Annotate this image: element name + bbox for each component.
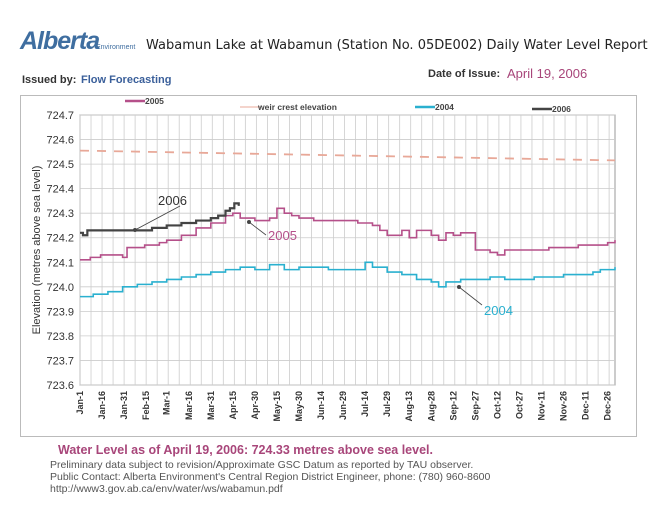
date-of-issue-label: Date of Issue: (428, 68, 501, 80)
y-tick-label: 723.8 (46, 331, 74, 343)
y-tick-label: 724.3 (46, 208, 74, 220)
x-tick-label: Jul-29 (382, 391, 392, 417)
chart-legend: 2005 weir crest elevation 2004 2006 (125, 96, 571, 114)
alberta-logo: Alberta (20, 27, 100, 55)
x-tick-label: Mar-16 (184, 391, 194, 420)
current-level-headline: Water Level as of April 19, 2006: 724.33… (58, 443, 433, 457)
annotation-label-2005: 2005 (268, 228, 297, 243)
annotation-label-2004: 2004 (484, 303, 513, 318)
issued-by-value: Flow Forecasting (81, 74, 172, 86)
chart-frame (20, 95, 637, 437)
x-tick-label: Jan-16 (97, 391, 107, 420)
x-tick-label: Nov-11 (537, 391, 547, 421)
x-tick-label: May-15 (272, 391, 282, 422)
contact-text: Public Contact: Alberta Environment's Ce… (50, 471, 491, 483)
report-title: Wabamun Lake at Wabamun (Station No. 05D… (146, 38, 648, 53)
y-axis-ticks: 723.6 723.7 723.8 723.9 724.0 724.1 724.2 724.3… (46, 110, 74, 392)
y-tick-label: 724.4 (46, 184, 74, 196)
x-tick-label: Jan-31 (119, 391, 129, 420)
source-url[interactable]: http://www3.gov.ab.ca/env/water/ws/wabam… (50, 483, 283, 495)
y-tick-label: 723.6 (46, 380, 74, 392)
annotation-arrowhead (247, 220, 251, 224)
y-tick-label: 724.0 (46, 282, 74, 294)
y-tick-label: 724.2 (46, 233, 74, 245)
x-tick-label: Jan-1 (75, 391, 85, 415)
legend-label-s2004: 2004 (435, 102, 454, 112)
legend-label-s2005: 2005 (145, 96, 164, 106)
x-axis-ticks: Jan-1 Jan-16 Jan-31 Feb-15 Mar-1 Mar-16 Mar-31… (75, 391, 613, 422)
logo-subtitle: Environment (96, 44, 136, 51)
series-line-2004 (80, 261, 616, 298)
y-tick-label: 723.7 (46, 355, 74, 367)
x-tick-label: Sep-27 (470, 391, 480, 421)
annotations: 2006 2005 2004 (133, 193, 513, 318)
x-tick-label: Jun-29 (338, 391, 348, 420)
x-tick-label: Aug-28 (426, 391, 436, 422)
annotation-label-2006: 2006 (158, 193, 187, 208)
series-line-2005 (80, 207, 616, 261)
y-axis-label: Elevation (metres above sea level) (31, 166, 43, 335)
x-tick-label: Nov-26 (559, 391, 569, 421)
y-tick-label: 724.6 (46, 135, 74, 147)
annotation-arrowhead (133, 228, 137, 232)
legend-label-weir: weir crest elevation (257, 102, 337, 112)
y-tick-label: 724.5 (46, 159, 74, 171)
annotation-arrow (248, 221, 267, 236)
y-tick-label: 724.1 (46, 257, 74, 269)
legend-label-s2006: 2006 (552, 104, 571, 114)
x-tick-label: Oct-27 (514, 391, 524, 419)
x-tick-label: Mar-31 (206, 391, 216, 420)
annotation-arrow (134, 205, 181, 231)
x-tick-label: Sep-12 (448, 391, 458, 421)
series-line-weir-crest-elevation (79, 149, 616, 162)
annotation-arrow (458, 286, 483, 306)
x-tick-label: May-30 (294, 391, 304, 422)
issued-by-label: Issued by: (22, 74, 77, 86)
x-tick-label: Oct-12 (492, 391, 502, 419)
disclaimer-text: Preliminary data subject to revision/App… (50, 459, 474, 471)
x-tick-label: Aug-13 (404, 391, 414, 422)
x-tick-label: Feb-15 (141, 391, 151, 420)
y-tick-label: 723.9 (46, 306, 74, 318)
x-tick-label: Jun-14 (316, 391, 326, 420)
date-of-issue-value: April 19, 2006 (507, 66, 588, 81)
x-tick-label: Mar-1 (162, 391, 172, 415)
annotation-arrowhead (457, 285, 461, 289)
series-line-2006 (80, 202, 240, 237)
x-tick-label: Dec-11 (581, 391, 591, 420)
x-tick-label: Apr-15 (228, 391, 238, 420)
y-tick-label: 724.7 (46, 110, 74, 122)
series-lines (79, 149, 616, 298)
x-tick-label: Dec-26 (603, 391, 613, 421)
x-tick-label: Jul-14 (360, 391, 370, 417)
x-tick-label: Apr-30 (250, 391, 260, 420)
